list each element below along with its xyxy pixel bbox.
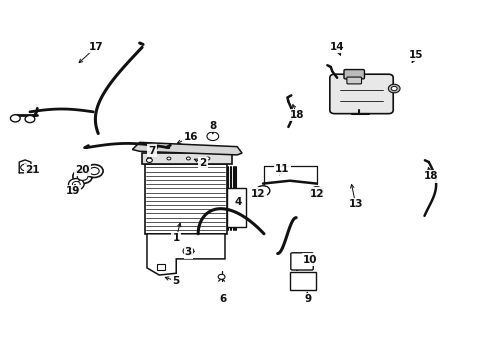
Polygon shape bbox=[147, 234, 224, 275]
Circle shape bbox=[256, 186, 269, 196]
Text: 19: 19 bbox=[65, 186, 80, 197]
Text: 21: 21 bbox=[25, 165, 40, 175]
Circle shape bbox=[166, 157, 170, 160]
Circle shape bbox=[89, 167, 99, 175]
FancyBboxPatch shape bbox=[329, 74, 392, 114]
Text: 8: 8 bbox=[209, 121, 216, 131]
Circle shape bbox=[68, 179, 84, 190]
FancyBboxPatch shape bbox=[343, 69, 364, 79]
Text: 4: 4 bbox=[234, 197, 242, 207]
Text: 10: 10 bbox=[303, 255, 317, 265]
Circle shape bbox=[85, 165, 103, 177]
Text: 9: 9 bbox=[304, 294, 311, 304]
Circle shape bbox=[205, 157, 209, 160]
Circle shape bbox=[146, 158, 152, 162]
Text: 2: 2 bbox=[199, 158, 206, 168]
Circle shape bbox=[73, 169, 92, 184]
Circle shape bbox=[10, 115, 20, 122]
Circle shape bbox=[77, 172, 88, 180]
Circle shape bbox=[72, 181, 80, 187]
Polygon shape bbox=[132, 142, 242, 155]
Circle shape bbox=[310, 187, 323, 196]
Text: 14: 14 bbox=[329, 42, 344, 52]
Circle shape bbox=[387, 84, 399, 93]
Text: 18: 18 bbox=[289, 110, 304, 120]
Circle shape bbox=[25, 116, 35, 123]
Circle shape bbox=[183, 247, 193, 255]
Text: 20: 20 bbox=[75, 165, 90, 175]
Circle shape bbox=[20, 164, 29, 171]
Bar bbox=[227, 188, 245, 226]
Text: 6: 6 bbox=[219, 294, 226, 304]
Text: 12: 12 bbox=[250, 189, 265, 199]
Text: 18: 18 bbox=[423, 171, 437, 181]
Bar bbox=[144, 164, 227, 234]
Text: 11: 11 bbox=[275, 164, 289, 174]
Circle shape bbox=[147, 157, 151, 160]
Text: 16: 16 bbox=[183, 132, 198, 142]
Circle shape bbox=[218, 274, 224, 279]
Bar bbox=[290, 272, 315, 291]
Text: 15: 15 bbox=[408, 50, 423, 60]
Bar bbox=[142, 153, 232, 164]
Circle shape bbox=[390, 86, 396, 91]
FancyBboxPatch shape bbox=[290, 253, 313, 270]
Circle shape bbox=[206, 132, 218, 140]
Text: 13: 13 bbox=[348, 199, 362, 210]
Bar bbox=[157, 264, 164, 270]
Text: 3: 3 bbox=[184, 247, 192, 257]
Circle shape bbox=[209, 134, 216, 139]
Text: 1: 1 bbox=[172, 233, 180, 243]
Text: 7: 7 bbox=[148, 145, 155, 156]
FancyBboxPatch shape bbox=[346, 77, 361, 84]
Text: 12: 12 bbox=[309, 189, 323, 199]
Text: 17: 17 bbox=[88, 42, 103, 52]
Circle shape bbox=[186, 157, 190, 160]
Text: 5: 5 bbox=[172, 276, 180, 286]
